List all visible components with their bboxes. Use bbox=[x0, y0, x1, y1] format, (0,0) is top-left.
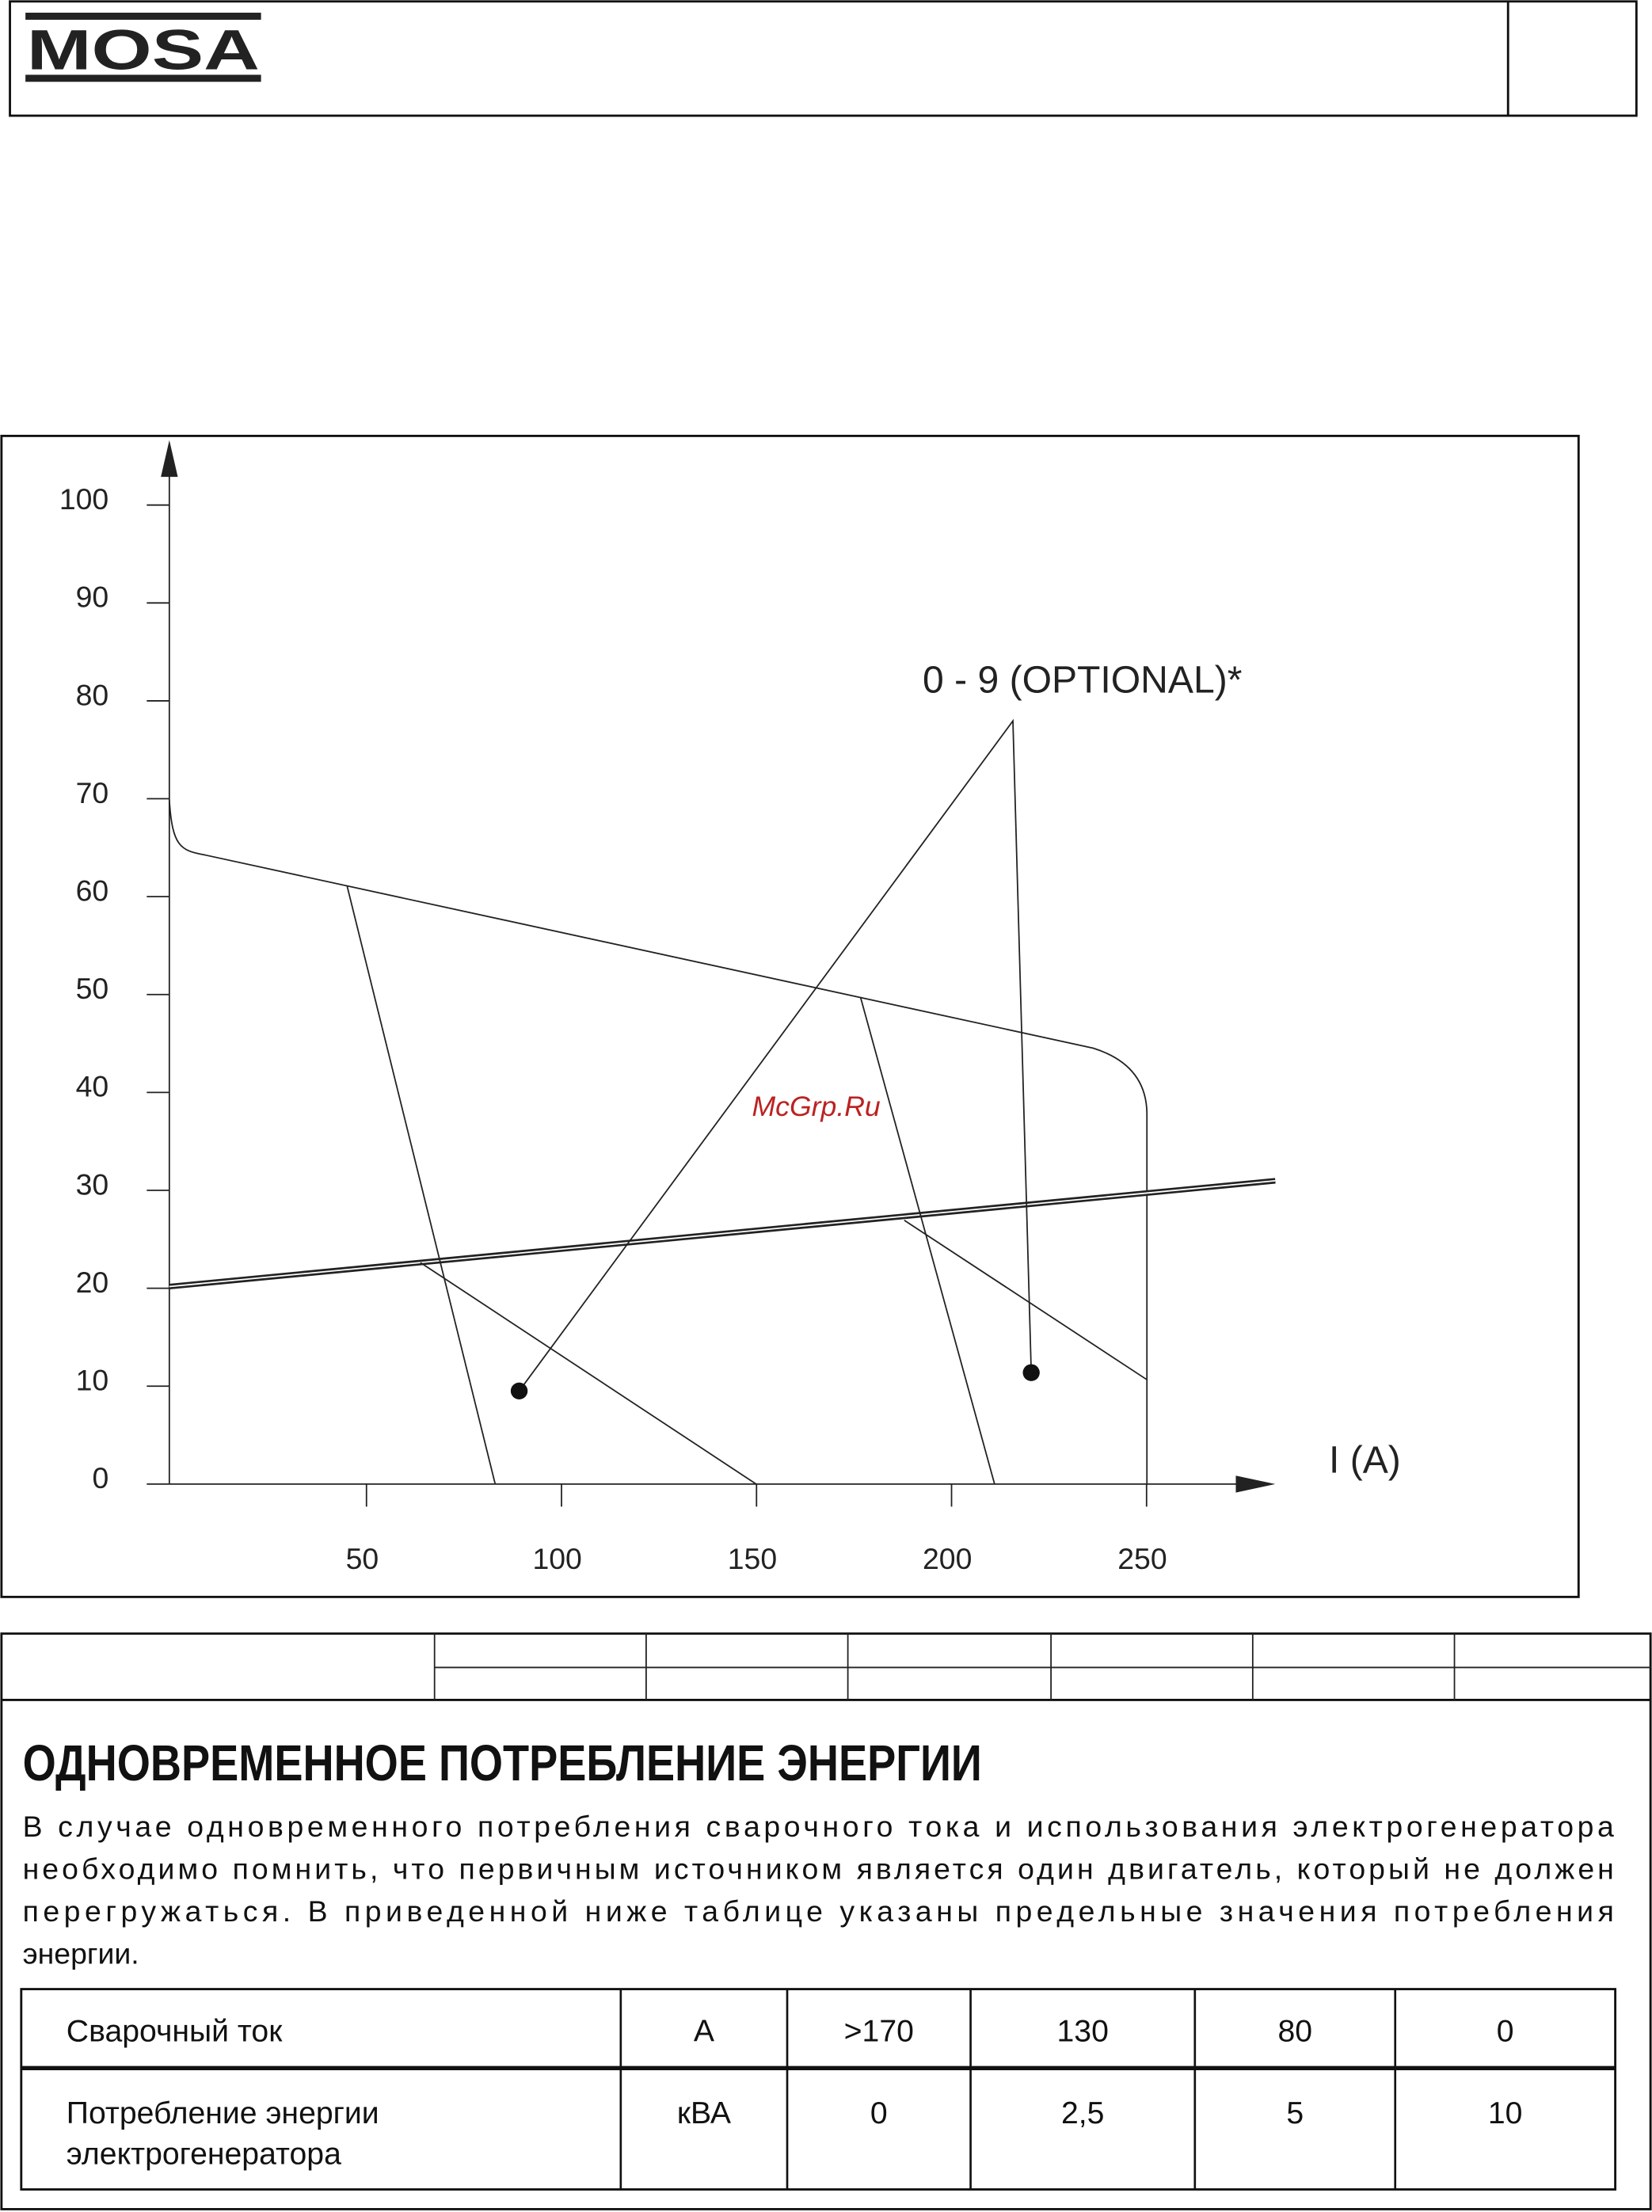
curve bbox=[859, 997, 995, 1485]
table-cell: Сварочный ток bbox=[67, 2014, 283, 2048]
annotation: 0 - 9 (OPTIONAL)* bbox=[923, 659, 1242, 702]
curve bbox=[904, 1220, 1148, 1380]
curve bbox=[420, 1262, 757, 1485]
table-cell: 130 bbox=[1057, 2014, 1109, 2048]
table-cell: кВА bbox=[677, 2096, 732, 2130]
section-title: ОДНОВРЕМЕННОЕ ПОТРЕБЛЕНИЕ ЭНЕРГИИ bbox=[23, 1734, 982, 1791]
annotation-dot bbox=[1022, 1364, 1040, 1381]
paragraph: В случае одновременного потребления свар… bbox=[23, 1810, 1614, 1970]
paragraph-line: необходимо помнить, что первичным источн… bbox=[23, 1852, 1614, 1886]
table-box bbox=[20, 1988, 1617, 2191]
x-tick-label: 100 bbox=[532, 1542, 581, 1575]
header-cols bbox=[433, 1633, 1456, 1700]
y-tick-label: 100 bbox=[59, 482, 108, 516]
y-tick-label: 40 bbox=[76, 1070, 109, 1103]
y-tick-label: 20 bbox=[76, 1266, 109, 1299]
y-tick-label: 80 bbox=[76, 678, 109, 711]
table-cell: 10 bbox=[1488, 2096, 1523, 2130]
y-arrow bbox=[161, 440, 178, 478]
x-tick-label: 50 bbox=[346, 1542, 379, 1575]
table-cell: >170 bbox=[844, 2014, 914, 2048]
table-cell: 0 bbox=[870, 2096, 888, 2130]
chart: 0 - 9 (OPTIONAL)* I (A) McGrp.Ru 0 10 20 30… bbox=[0, 434, 1580, 1598]
table-cell: 80 bbox=[1277, 2014, 1312, 2048]
paragraph-line: В случае одновременного потребления свар… bbox=[23, 1810, 1614, 1843]
table-cell: 0 bbox=[1497, 2014, 1514, 2048]
load-line-inner bbox=[169, 1180, 1276, 1288]
section-box bbox=[0, 1632, 1652, 2210]
y-tick-label: 0 bbox=[92, 1461, 108, 1494]
logo-bar bbox=[25, 13, 261, 20]
watermark: McGrp.Ru bbox=[752, 1091, 880, 1122]
y-tick-label: 60 bbox=[76, 874, 109, 908]
y-tick-label: 70 bbox=[76, 776, 109, 809]
chart-frame bbox=[0, 434, 1580, 1598]
static-curve bbox=[168, 799, 1148, 1484]
logo-bar bbox=[25, 74, 261, 82]
table-cell: A bbox=[694, 2014, 715, 2048]
paragraph-line: перегружаться. В приведенной ниже таблиц… bbox=[23, 1894, 1614, 1928]
y-tick-label: 90 bbox=[76, 581, 109, 614]
annotation-leader bbox=[518, 718, 1033, 1392]
paragraph-line: энергии. bbox=[23, 1937, 139, 1970]
x-axis-label: I (A) bbox=[1329, 1439, 1401, 1482]
y-tick-label: 50 bbox=[76, 972, 109, 1005]
x-tick-label: 200 bbox=[923, 1542, 972, 1575]
x-arrow bbox=[1235, 1475, 1276, 1493]
y-tick-label: 10 bbox=[76, 1364, 109, 1397]
header-box bbox=[9, 0, 1638, 117]
table-cell: Потребление энергии bbox=[67, 2096, 379, 2130]
curve bbox=[346, 885, 497, 1485]
table-cell: 2,5 bbox=[1061, 2096, 1104, 2130]
x-tick-label: 150 bbox=[728, 1542, 777, 1575]
table-cell: 5 bbox=[1286, 2096, 1304, 2130]
x-tick-label: 250 bbox=[1117, 1542, 1167, 1575]
annotation-dot bbox=[510, 1382, 528, 1399]
y-tick-label: 30 bbox=[76, 1167, 109, 1201]
table-cell: электрогенератора bbox=[67, 2137, 341, 2171]
logo: MOSA bbox=[27, 18, 260, 82]
table: Сварочный ток A >170 130 80 0 Потребление энер… bbox=[67, 1989, 1523, 2190]
